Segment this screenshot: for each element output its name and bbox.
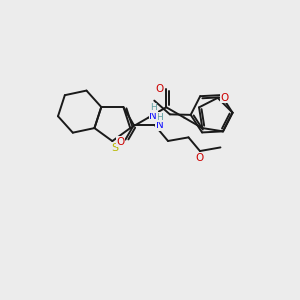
Text: N: N xyxy=(149,111,157,121)
Text: H: H xyxy=(150,103,157,112)
Text: N: N xyxy=(156,120,164,130)
Text: O: O xyxy=(155,84,164,94)
Text: O: O xyxy=(116,136,124,147)
Text: S: S xyxy=(111,143,118,153)
Text: O: O xyxy=(220,93,229,103)
Text: H: H xyxy=(156,112,163,122)
Text: O: O xyxy=(196,153,204,163)
